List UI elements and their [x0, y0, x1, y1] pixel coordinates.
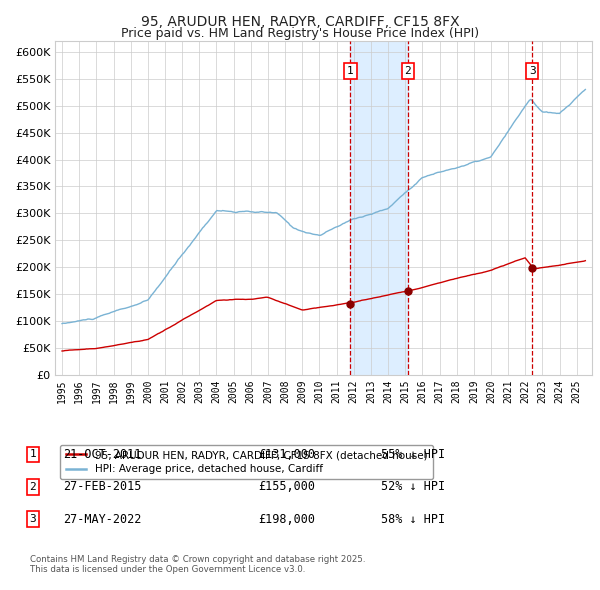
Legend: 95, ARUDUR HEN, RADYR, CARDIFF, CF15 8FX (detached house), HPI: Average price, d: 95, ARUDUR HEN, RADYR, CARDIFF, CF15 8FX…: [61, 445, 433, 480]
Text: 58% ↓ HPI: 58% ↓ HPI: [381, 513, 445, 526]
Text: Contains HM Land Registry data © Crown copyright and database right 2025.: Contains HM Land Registry data © Crown c…: [30, 555, 365, 563]
Text: 52% ↓ HPI: 52% ↓ HPI: [381, 480, 445, 493]
Text: 3: 3: [529, 66, 536, 76]
Text: This data is licensed under the Open Government Licence v3.0.: This data is licensed under the Open Gov…: [30, 565, 305, 574]
Text: 27-MAY-2022: 27-MAY-2022: [63, 513, 142, 526]
Text: 21-OCT-2011: 21-OCT-2011: [63, 448, 142, 461]
Text: 55% ↓ HPI: 55% ↓ HPI: [381, 448, 445, 461]
Bar: [350, 41, 408, 375]
Text: 2: 2: [404, 66, 412, 76]
Text: 95, ARUDUR HEN, RADYR, CARDIFF, CF15 8FX: 95, ARUDUR HEN, RADYR, CARDIFF, CF15 8FX: [140, 15, 460, 29]
Text: £198,000: £198,000: [258, 513, 315, 526]
Text: 2: 2: [29, 482, 37, 491]
Text: 27-FEB-2015: 27-FEB-2015: [63, 480, 142, 493]
Text: £155,000: £155,000: [258, 480, 315, 493]
Text: Price paid vs. HM Land Registry's House Price Index (HPI): Price paid vs. HM Land Registry's House …: [121, 27, 479, 40]
Text: 1: 1: [29, 450, 37, 459]
Text: 3: 3: [29, 514, 37, 524]
Text: 1: 1: [347, 66, 354, 76]
Text: £131,000: £131,000: [258, 448, 315, 461]
